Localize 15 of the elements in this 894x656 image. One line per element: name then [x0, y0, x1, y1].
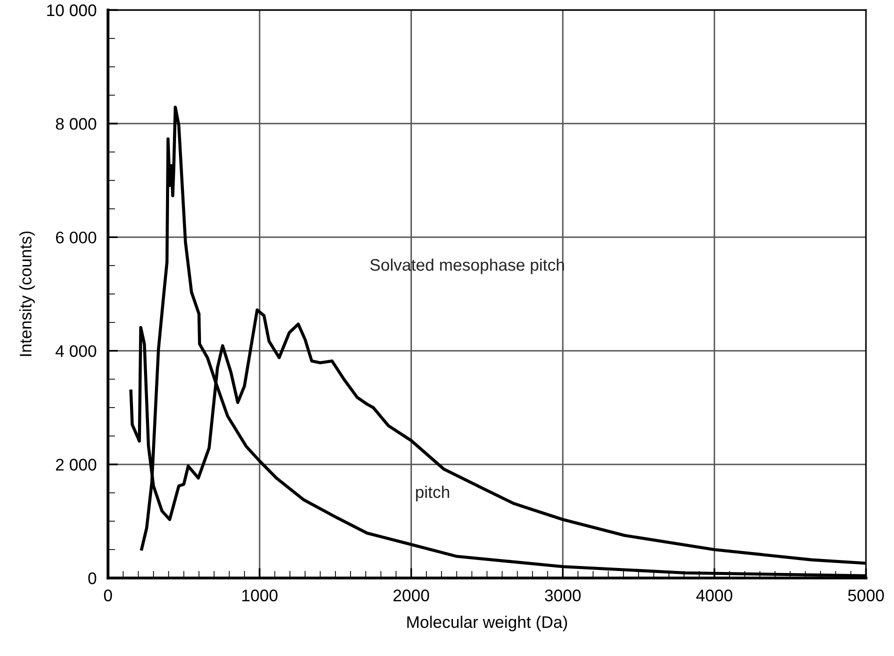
x-tick-label: 4000 — [696, 590, 732, 602]
y-tick-label: 2 000 — [56, 458, 96, 471]
x-tick-label: 5000 — [848, 590, 884, 602]
x-tick-label: 0 — [104, 590, 112, 602]
x-axis-title: Molecular weight (Da) — [407, 616, 568, 632]
y-axis-title: Intensity (counts) — [19, 232, 35, 356]
x-tick-label: 2000 — [394, 590, 430, 602]
x-tick-label: 3000 — [544, 590, 581, 602]
y-tick-label: 4 000 — [56, 345, 96, 358]
y-tick-label: 6 000 — [56, 232, 96, 244]
y-tick-label: 10 000 — [47, 4, 96, 16]
annotation: pitch — [416, 486, 450, 502]
y-tick-label: 8 000 — [56, 118, 96, 130]
y-tick-label: 0 — [88, 572, 96, 584]
x-tick-label: 1000 — [242, 590, 278, 602]
